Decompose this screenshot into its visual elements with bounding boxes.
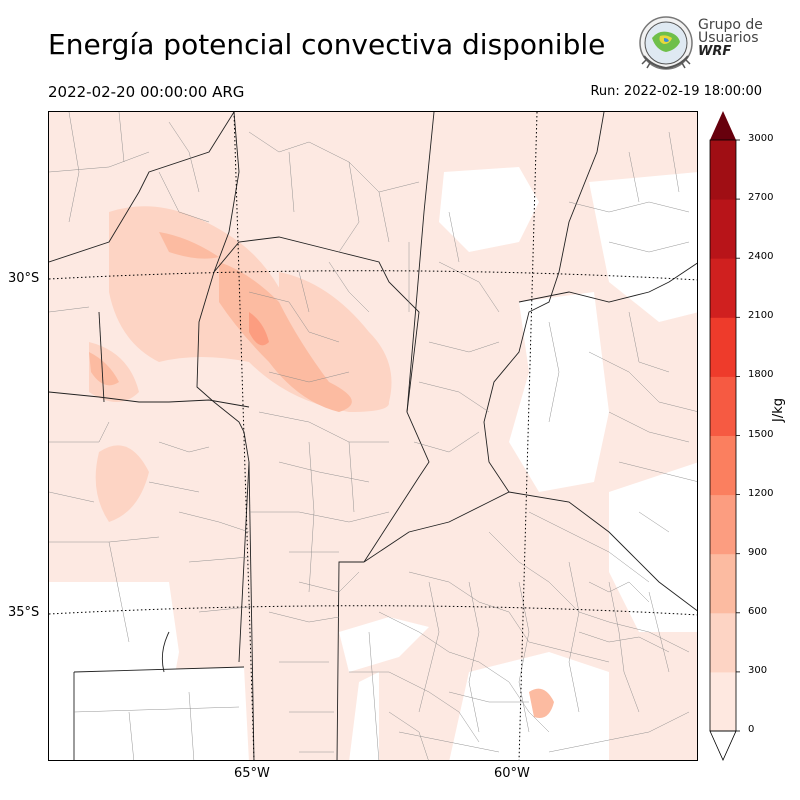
cape-map (48, 111, 698, 761)
cape-600-900 (529, 688, 554, 718)
colorbar-tick-label: 2100 (748, 310, 774, 322)
parallel-35s (49, 605, 697, 616)
colorbar-tick-label: 600 (748, 605, 768, 617)
lon-label-60w: 60°W (494, 766, 530, 781)
low-cape-region (339, 617, 429, 672)
low-cape-region (439, 167, 539, 252)
department-boundaries (49, 112, 697, 760)
colorbar-band (710, 612, 736, 673)
globe-emblem-icon (639, 16, 693, 70)
parallel-30s (49, 270, 697, 281)
colorbar (709, 111, 740, 761)
colorbar-tick-label: 900 (748, 546, 768, 558)
low-cape-region (69, 667, 249, 760)
wrf-group-logo: Grupo de Usuarios WRF (638, 16, 768, 74)
low-cape-region (509, 292, 609, 492)
logo-line-2: Usuarios (698, 30, 759, 46)
low-cape-region (349, 672, 379, 760)
colorbar-tick-label: 3000 (748, 133, 774, 144)
colorbar-band (710, 140, 736, 200)
cape-600-900 (89, 352, 119, 386)
colorbar-tick-label: 2700 (748, 192, 774, 204)
cape-600-900 (159, 232, 219, 259)
colorbar-band (710, 376, 736, 436)
logo-line-1: Grupo de (698, 17, 763, 33)
cape-600-900 (219, 262, 352, 412)
colorbar-band (710, 317, 736, 377)
colorbar-tick-label: 0 (748, 724, 755, 735)
colorbar-tick-label: 1500 (748, 428, 774, 440)
colorbar-band (710, 435, 736, 496)
colorbar-band (710, 258, 736, 318)
colorbar-tick-label: 300 (748, 664, 768, 676)
cape-300-600 (95, 445, 149, 522)
colorbar-tick-label: 1800 (748, 369, 774, 381)
lon-label-65w: 65°W (234, 766, 270, 781)
colorbar-tick-label: 2400 (748, 251, 774, 263)
cape-900-1200 (249, 312, 269, 346)
colorbar-band (710, 671, 736, 732)
colorbar-band (710, 553, 736, 614)
colorbar-extend-arrow (710, 111, 736, 140)
colorbar-unit: J/kg (771, 398, 786, 422)
colorbar-band (710, 494, 736, 555)
run-time: Run: 2022-02-19 18:00:00 (590, 84, 762, 99)
page-title: Energía potencial convectiva disponible (48, 28, 606, 61)
lat-label-30s: 30°S (8, 271, 40, 286)
colorbar-lower-arrow (709, 730, 737, 761)
valid-time: 2022-02-20 00:00:00 ARG (48, 83, 245, 101)
meridian-65w (233, 112, 255, 760)
logo-line-3: WRF (698, 44, 732, 59)
low-cape-region (609, 462, 697, 632)
low-cape-region (589, 172, 697, 322)
meridian-60w (518, 112, 538, 760)
map-canvas (49, 112, 697, 760)
graticule (49, 112, 697, 760)
logo-text: Grupo de Usuarios WRF (698, 17, 763, 59)
low-cape-region (449, 652, 609, 760)
colorbar-tick-label: 1200 (748, 487, 774, 499)
colorbar-band (710, 199, 736, 259)
lat-label-35s: 35°S (8, 605, 40, 620)
